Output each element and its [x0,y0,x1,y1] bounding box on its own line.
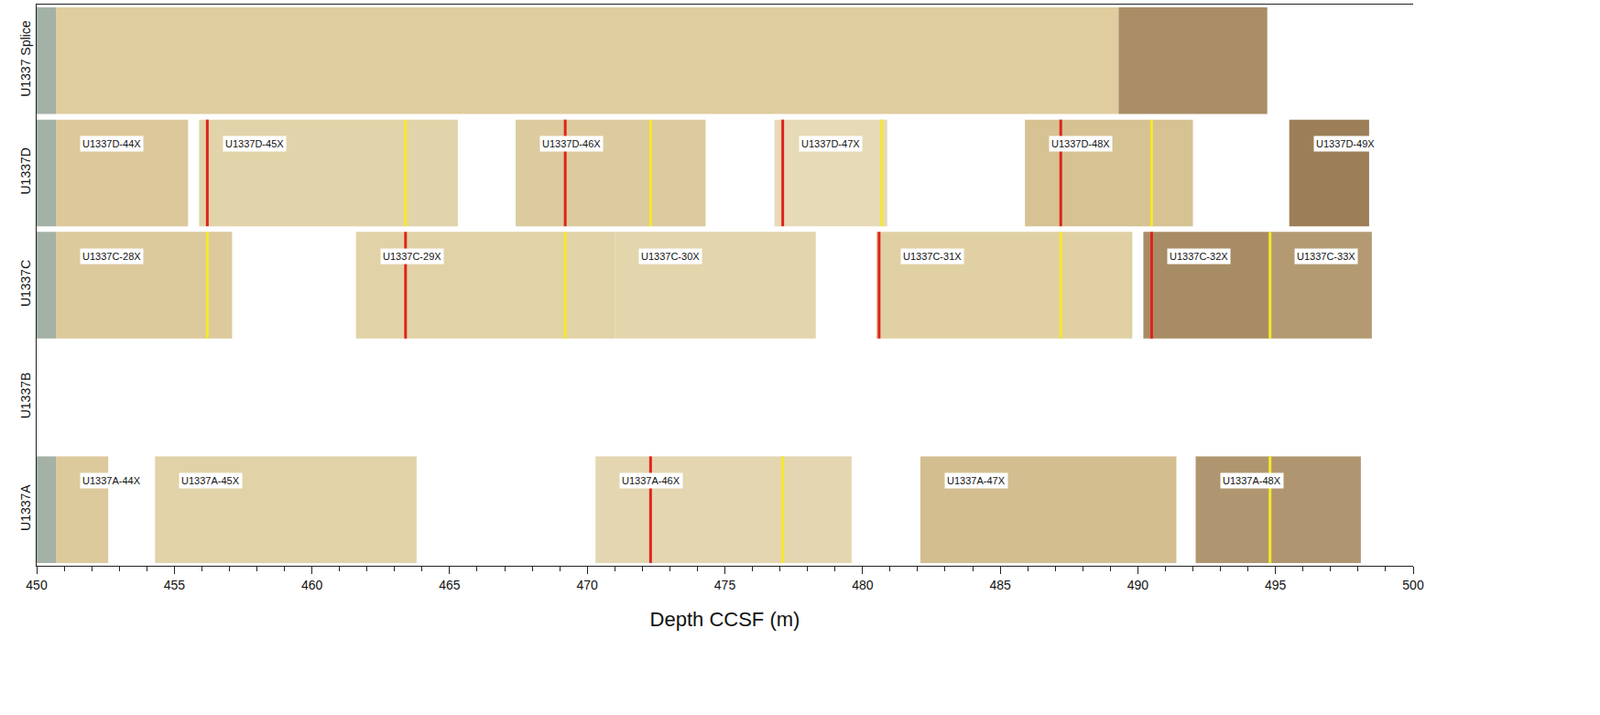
svg-text:U1337D-49X: U1337D-49X [1316,138,1375,150]
svg-text:U1337D: U1337D [18,147,33,195]
svg-text:U1337A-44X: U1337A-44X [82,475,142,487]
svg-text:485: 485 [989,577,1012,593]
svg-text:U1337C-29X: U1337C-29X [382,250,442,262]
svg-text:U1337A-47X: U1337A-47X [946,475,1006,487]
svg-text:U1337C-31X: U1337C-31X [903,250,962,262]
svg-text:U1337C-28X: U1337C-28X [82,250,142,262]
svg-text:U1337 Splice: U1337 Splice [18,20,33,97]
svg-text:U1337C: U1337C [18,260,33,307]
svg-text:450: 450 [25,577,48,593]
svg-text:480: 480 [851,577,874,593]
svg-text:495: 495 [1264,577,1287,593]
svg-text:U1337B: U1337B [18,372,33,420]
svg-text:470: 470 [576,577,599,593]
svg-text:U1337A-48X: U1337A-48X [1222,475,1282,487]
svg-text:U1337D-48X: U1337D-48X [1051,138,1111,150]
svg-text:465: 465 [438,577,461,593]
svg-text:U1337D-46X: U1337D-46X [542,138,601,150]
svg-text:U1337A: U1337A [18,484,33,532]
svg-text:475: 475 [714,577,737,593]
svg-text:460: 460 [301,577,324,593]
svg-text:U1337A-45X: U1337A-45X [181,475,240,487]
svg-text:500: 500 [1402,577,1425,593]
svg-text:U1337A-46X: U1337A-46X [621,475,681,487]
svg-text:490: 490 [1127,577,1150,593]
svg-text:U1337C-32X: U1337C-32X [1169,250,1229,262]
svg-text:U1337D-45X: U1337D-45X [225,138,284,150]
svg-text:U1337C-33X: U1337C-33X [1296,250,1356,262]
svg-text:Depth CCSF (m): Depth CCSF (m) [650,608,801,632]
svg-text:U1337D-47X: U1337D-47X [801,138,860,150]
svg-text:455: 455 [163,577,186,593]
svg-text:U1337D-44X: U1337D-44X [82,138,142,150]
svg-text:U1337C-30X: U1337C-30X [641,250,700,262]
